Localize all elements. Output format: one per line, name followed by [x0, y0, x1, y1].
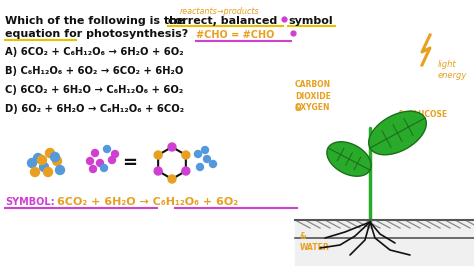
- Circle shape: [34, 153, 43, 163]
- Text: 6CO₂ + 6H₂O → C₆H₁₂O₆ + 6O₂: 6CO₂ + 6H₂O → C₆H₁₂O₆ + 6O₂: [57, 197, 238, 207]
- Circle shape: [182, 167, 190, 175]
- Circle shape: [27, 159, 36, 168]
- Text: correct, balanced: correct, balanced: [168, 16, 277, 26]
- Text: reactants→products: reactants→products: [180, 7, 260, 16]
- Circle shape: [111, 151, 118, 157]
- Text: & GLUCOSE: & GLUCOSE: [398, 110, 447, 119]
- Circle shape: [182, 151, 190, 159]
- Text: equation for photosynthesis?: equation for photosynthesis?: [5, 29, 188, 39]
- Text: Which of the following is the: Which of the following is the: [5, 16, 184, 26]
- Circle shape: [168, 175, 176, 183]
- Circle shape: [53, 156, 62, 165]
- Text: light
energy: light energy: [438, 60, 467, 80]
- Text: D) 6O₂ + 6H₂O → C₆H₁₂O₆ + 6CO₂: D) 6O₂ + 6H₂O → C₆H₁₂O₆ + 6CO₂: [5, 104, 184, 114]
- Circle shape: [154, 167, 162, 175]
- Text: #CHO = #CHO: #CHO = #CHO: [196, 30, 274, 40]
- Text: C) 6CO₂ + 6H₂O → C₆H₁₂O₆ + 6O₂: C) 6CO₂ + 6H₂O → C₆H₁₂O₆ + 6O₂: [5, 85, 183, 95]
- Circle shape: [37, 156, 46, 164]
- Polygon shape: [369, 111, 426, 155]
- Text: =: =: [122, 154, 137, 172]
- Circle shape: [168, 143, 176, 151]
- Circle shape: [90, 165, 97, 172]
- Text: B) C₆H₁₂O₆ + 6O₂ → 6CO₂ + 6H₂O: B) C₆H₁₂O₆ + 6O₂ → 6CO₂ + 6H₂O: [5, 66, 183, 76]
- Circle shape: [91, 149, 99, 156]
- Text: symbol: symbol: [288, 16, 333, 26]
- Text: SYMBOL:: SYMBOL:: [5, 197, 55, 207]
- Circle shape: [210, 160, 217, 168]
- Text: A) 6CO₂ + C₆H₁₂O₆ → 6H₂O + 6O₂: A) 6CO₂ + C₆H₁₂O₆ → 6H₂O + 6O₂: [5, 47, 183, 57]
- Circle shape: [203, 156, 210, 163]
- Circle shape: [97, 160, 103, 167]
- Circle shape: [39, 163, 48, 172]
- Circle shape: [194, 151, 201, 157]
- Text: OXYGEN: OXYGEN: [295, 103, 330, 112]
- Circle shape: [30, 168, 39, 177]
- Circle shape: [201, 147, 209, 153]
- Circle shape: [51, 152, 60, 161]
- Circle shape: [55, 165, 64, 174]
- Circle shape: [103, 146, 110, 152]
- Circle shape: [109, 156, 116, 164]
- Circle shape: [44, 168, 53, 177]
- Circle shape: [197, 164, 203, 171]
- Circle shape: [46, 148, 55, 157]
- Circle shape: [86, 157, 93, 164]
- Polygon shape: [327, 142, 371, 176]
- Circle shape: [154, 151, 162, 159]
- Text: &
WATER: & WATER: [300, 232, 330, 252]
- Text: CARBON
DIOXIDE
&: CARBON DIOXIDE &: [295, 80, 331, 113]
- Circle shape: [100, 164, 108, 172]
